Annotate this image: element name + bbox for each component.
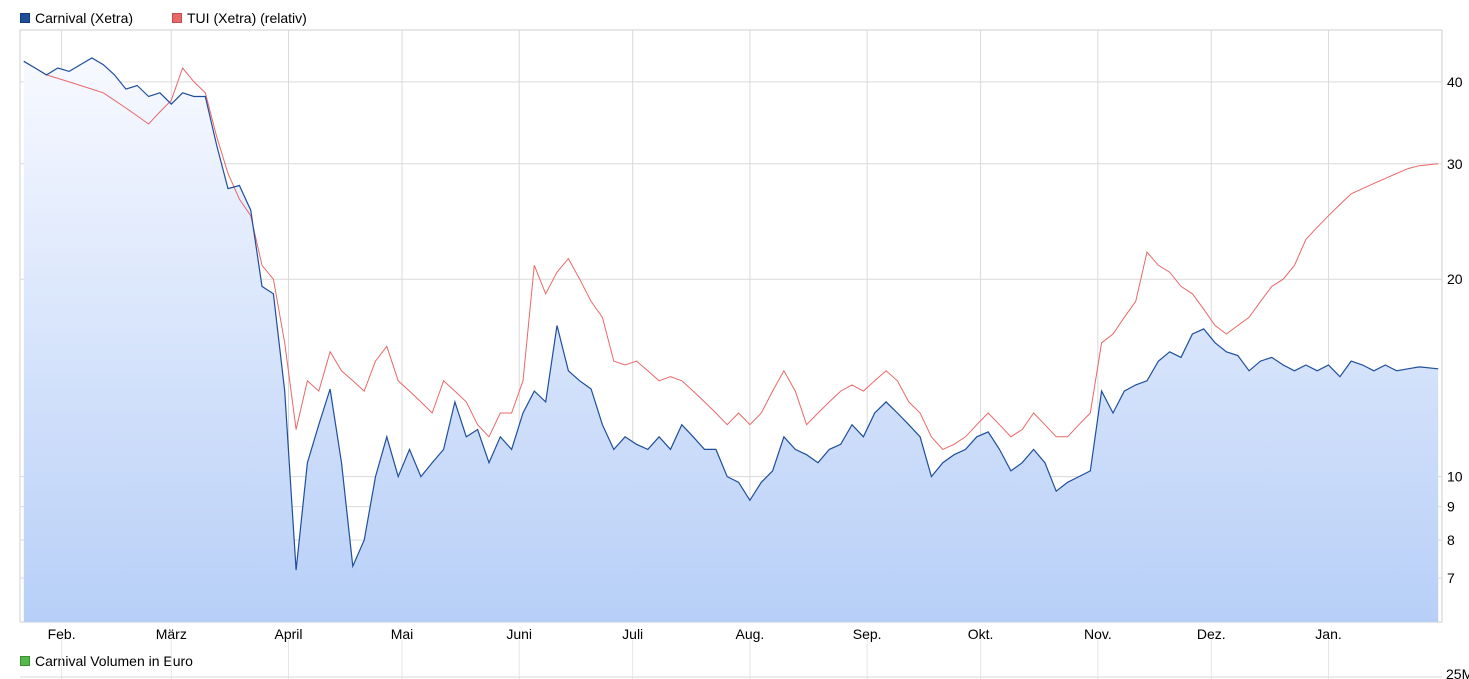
x-tick-label: Mai — [391, 626, 414, 642]
volume-axis-label: 25M — [1446, 666, 1469, 679]
legend-label-carnival: Carnival (Xetra) — [35, 10, 134, 26]
x-tick-label: Sep. — [853, 626, 882, 642]
y-tick-label: 30 — [1447, 156, 1463, 172]
legend-volume: Carnival Volumen in Euro — [20, 653, 193, 669]
y-tick-label: 7 — [1447, 570, 1455, 586]
tui-line — [23, 60, 1439, 451]
legend-carnival: Carnival (Xetra) — [20, 10, 133, 26]
x-axis-ticks: Feb. März April Mai Juni Juli Aug. Sep. Okt. Nov.… — [48, 626, 1342, 642]
legend-label-tui: TUI (Xetra) (relativ) — [187, 10, 307, 26]
y-tick-label: 8 — [1447, 532, 1455, 548]
x-tick-label: Okt. — [968, 626, 994, 642]
legend-tui: TUI (Xetra) (relativ) — [172, 10, 307, 26]
x-tick-label: Nov. — [1084, 626, 1112, 642]
legend-swatch-carnival — [20, 13, 30, 23]
y-tick-label: 20 — [1447, 271, 1463, 287]
x-tick-label: Jan. — [1315, 626, 1341, 642]
legend-swatch-volume — [20, 656, 30, 666]
x-tick-label: März — [156, 626, 187, 642]
y-axis-ticks: 7 8 9 10 20 30 40 — [1447, 74, 1463, 586]
x-tick-label: Juli — [622, 626, 643, 642]
x-tick-label: Dez. — [1197, 626, 1226, 642]
y-tick-label: 10 — [1447, 469, 1463, 485]
carnival-area — [23, 58, 1439, 622]
legend-swatch-tui — [172, 13, 182, 23]
x-tick-label: April — [275, 626, 303, 642]
y-tick-label: 9 — [1447, 499, 1455, 515]
carnival-line — [23, 57, 1439, 571]
x-tick-label: Feb. — [48, 626, 76, 642]
y-tick-label: 40 — [1447, 74, 1463, 90]
legend-label-volume: Carnival Volumen in Euro — [35, 653, 193, 669]
x-tick-label: Aug. — [736, 626, 765, 642]
x-tick-label: Juni — [506, 626, 532, 642]
